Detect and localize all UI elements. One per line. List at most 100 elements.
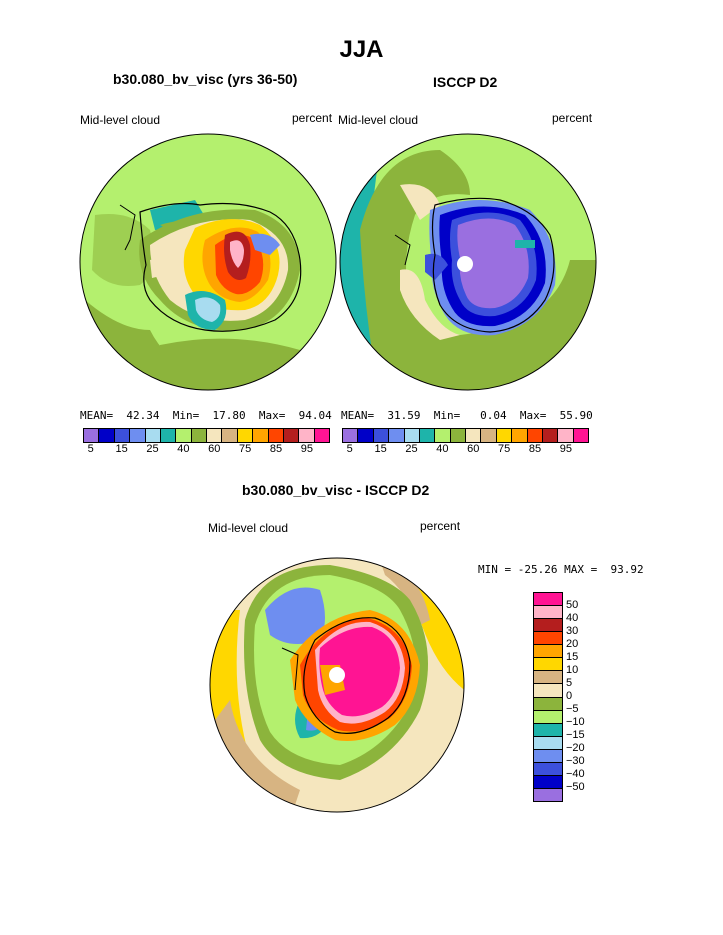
colorbar-tick-label: 40 — [436, 443, 449, 455]
colorbar-tick-label: −30 — [566, 755, 585, 767]
colorbar-swatch — [512, 429, 528, 442]
panel-3-units: percent — [420, 519, 461, 533]
colorbar-swatches — [83, 428, 330, 443]
colorbar-swatch — [237, 429, 254, 442]
colorbar-tick-label: 75 — [238, 443, 252, 455]
diff-colorbar — [533, 592, 563, 802]
colorbar-tick-label: 60 — [467, 443, 480, 455]
panel-2-variable: Mid-level cloud — [338, 113, 419, 127]
colorbar-swatch — [558, 429, 574, 442]
colorbar-tick-label: 95 — [559, 443, 572, 455]
colorbar-tick-label: 85 — [528, 443, 542, 455]
mean-label: MEAN= — [341, 409, 375, 422]
panel-2-field — [340, 134, 596, 390]
panel-1-field — [80, 134, 336, 390]
colorbar-swatch — [160, 429, 177, 442]
colorbar-tick-label: 5 — [566, 677, 573, 689]
colorbar-swatch — [534, 697, 562, 711]
colorbar-tick-label: −20 — [566, 742, 585, 754]
colorbar-swatch — [534, 736, 562, 750]
colorbar-swatch — [435, 429, 451, 442]
colorbar-swatch — [145, 429, 161, 442]
colorbar-tick-label: 30 — [566, 625, 579, 637]
colorbar-swatch — [373, 429, 390, 442]
colorbar-tick-label: 5 — [346, 443, 353, 455]
mean-value: 31.59 — [387, 409, 421, 422]
colorbar-swatch — [207, 429, 223, 442]
mean-label: MEAN= — [80, 409, 114, 422]
colorbar-tick-label: 95 — [300, 443, 313, 455]
colorbar-swatch — [534, 723, 562, 737]
panel-3-variable: Mid-level cloud — [208, 521, 289, 535]
colorbar-tick-label: 75 — [497, 443, 511, 455]
colorbar-swatch — [222, 429, 238, 442]
colorbar-tick-label: −40 — [566, 768, 585, 780]
max-label: Max= — [519, 409, 547, 422]
colorbar-tick-label: 0 — [566, 690, 573, 702]
colorbar-swatch — [534, 593, 562, 607]
colorbar-tick-label: 40 — [177, 443, 190, 455]
colorbar-swatch — [534, 788, 562, 801]
max-value: 55.90 — [559, 409, 593, 422]
colorbar-swatch — [314, 429, 329, 442]
panel-2-title: ISCCP D2 — [433, 74, 498, 90]
colorbar-swatch — [534, 775, 562, 789]
colorbar-swatch — [191, 429, 207, 442]
panel-2-units: percent — [552, 111, 593, 125]
colorbar-swatch — [466, 429, 482, 442]
colorbar-labels: 5 15 25 40 60 75 85 95 — [342, 443, 589, 457]
colorbar-tick-label: 50 — [566, 599, 579, 611]
colorbar-swatch — [534, 684, 562, 698]
colorbar-tick-label: 10 — [566, 664, 579, 676]
colorbar-swatch — [534, 645, 562, 659]
colorbar-tick-label: 25 — [405, 443, 418, 455]
panel-3-field — [210, 558, 464, 812]
colorbar-swatch — [534, 710, 562, 724]
colorbar-swatch — [450, 429, 466, 442]
colorbar-tick-label: 15 — [374, 443, 387, 455]
colorbar-swatch — [534, 658, 562, 672]
colorbar-tick-label: −50 — [566, 781, 585, 793]
colorbar-swatch — [542, 429, 559, 442]
colorbar-tick-label: 15 — [115, 443, 128, 455]
colorbar-tick-label: 85 — [269, 443, 283, 455]
colorbar-swatch — [534, 671, 562, 685]
colorbar-swatch — [99, 429, 115, 442]
colorbar-tick-label: 60 — [208, 443, 221, 455]
colorbar-swatch — [534, 762, 562, 776]
panel-1-variable: Mid-level cloud — [80, 113, 161, 127]
colorbar-swatch — [358, 429, 374, 442]
panel-3-stats: MIN = -25.26 MAX = 93.92 — [478, 563, 644, 576]
colorbar-swatch — [534, 632, 562, 646]
main-title: JJA — [339, 36, 384, 63]
panel-2-colorbar: 5 15 25 40 60 75 85 95 — [342, 428, 589, 457]
colorbar-tick-label: −15 — [566, 729, 585, 741]
min-value: 0.04 — [480, 409, 507, 422]
colorbar-tick-label: 15 — [566, 651, 579, 663]
panel-1-title: b30.080_bv_visc (yrs 36-50) — [113, 71, 298, 87]
colorbar-tick-label: 40 — [566, 612, 579, 624]
colorbar-swatch — [130, 429, 146, 442]
colorbar-swatch — [343, 429, 359, 442]
colorbar-swatch — [534, 619, 562, 633]
colorbar-swatch — [527, 429, 543, 442]
min-label: Min= — [172, 409, 200, 422]
colorbar-swatch — [84, 429, 100, 442]
colorbar-swatch — [253, 429, 269, 442]
colorbar-swatch — [481, 429, 497, 442]
panel-1-colorbar: 5 15 25 40 60 75 85 95 — [83, 428, 330, 457]
colorbar-tick-label: 20 — [566, 638, 579, 650]
colorbar-swatch — [176, 429, 192, 442]
panel-2-stats: MEAN= 31.59 Min= 0.04 Max= 55.90 — [341, 409, 593, 422]
colorbar-swatch — [534, 749, 562, 763]
colorbar-swatch — [419, 429, 436, 442]
diff-colorbar-labels: 50 40 30 20 15 10 5 0 −5 −10 −15 −20 −30 −40 −50 — [566, 592, 626, 800]
colorbar-swatches — [342, 428, 589, 443]
colorbar-swatch — [404, 429, 420, 442]
colorbar-swatch — [299, 429, 315, 442]
max-label: Max= — [258, 409, 286, 422]
colorbar-swatch — [389, 429, 405, 442]
colorbar-swatch — [496, 429, 513, 442]
colorbar-swatch — [268, 429, 284, 442]
